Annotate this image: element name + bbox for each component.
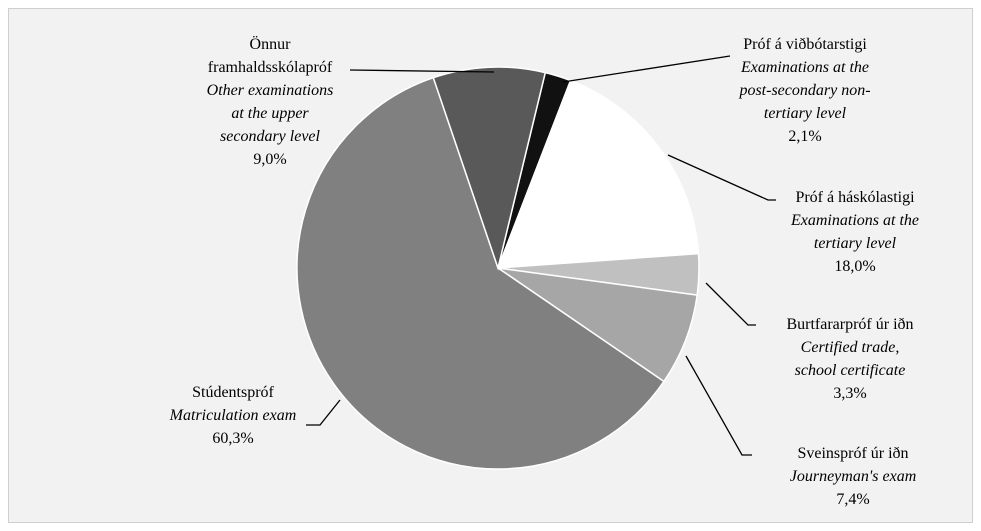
leader-line <box>667 154 776 201</box>
slice-label: Sveinspróf úr iðn Journeyman's exam 7,4% <box>782 442 924 511</box>
leader-line <box>562 55 731 83</box>
english-name: Matriculation exam <box>169 407 297 424</box>
leader-line <box>306 399 341 426</box>
leader-line <box>685 355 752 456</box>
value-label: 9,0% <box>253 151 287 168</box>
slice-label: Próf á háskólastigi Examinations at the t… <box>784 186 926 278</box>
leader-line <box>705 282 756 326</box>
english-name: Journeyman's exam <box>789 468 917 485</box>
english-name: Other examinations at the upper secondar… <box>206 82 334 145</box>
slice-label: Próf á viðbótarstigi Examinations at the … <box>734 33 876 148</box>
english-name: Examinations at the tertiary level <box>791 212 919 252</box>
category-name: Burtfararpróf úr iðn <box>786 316 914 333</box>
slice-label: Stúdentspróf Matriculation exam 60,3% <box>162 381 304 450</box>
slice-label: Burtfararpróf úr iðn Certified trade, sch… <box>779 313 921 405</box>
slice-label: Önnur framhaldsskólapróf Other examinatio… <box>199 33 341 171</box>
pie-slice <box>496 79 700 269</box>
category-name: Stúdentspróf <box>192 384 274 401</box>
category-name: Próf á háskólastigi <box>795 189 915 206</box>
category-name: Sveinspróf úr iðn <box>797 445 909 462</box>
english-name: Examinations at the post-secondary non-t… <box>739 59 871 122</box>
value-label: 60,3% <box>212 430 254 447</box>
value-label: 2,1% <box>788 128 822 145</box>
value-label: 7,4% <box>836 491 870 508</box>
category-name: Próf á viðbótarstigi <box>743 36 867 53</box>
value-label: 3,3% <box>833 385 867 402</box>
category-name: Önnur framhaldsskólapróf <box>207 36 333 76</box>
pie-slice <box>432 66 547 271</box>
english-name: Certified trade, school certificate <box>794 339 906 379</box>
leader-line <box>349 69 495 73</box>
value-label: 18,0% <box>834 258 876 275</box>
pie-slice <box>296 76 665 470</box>
